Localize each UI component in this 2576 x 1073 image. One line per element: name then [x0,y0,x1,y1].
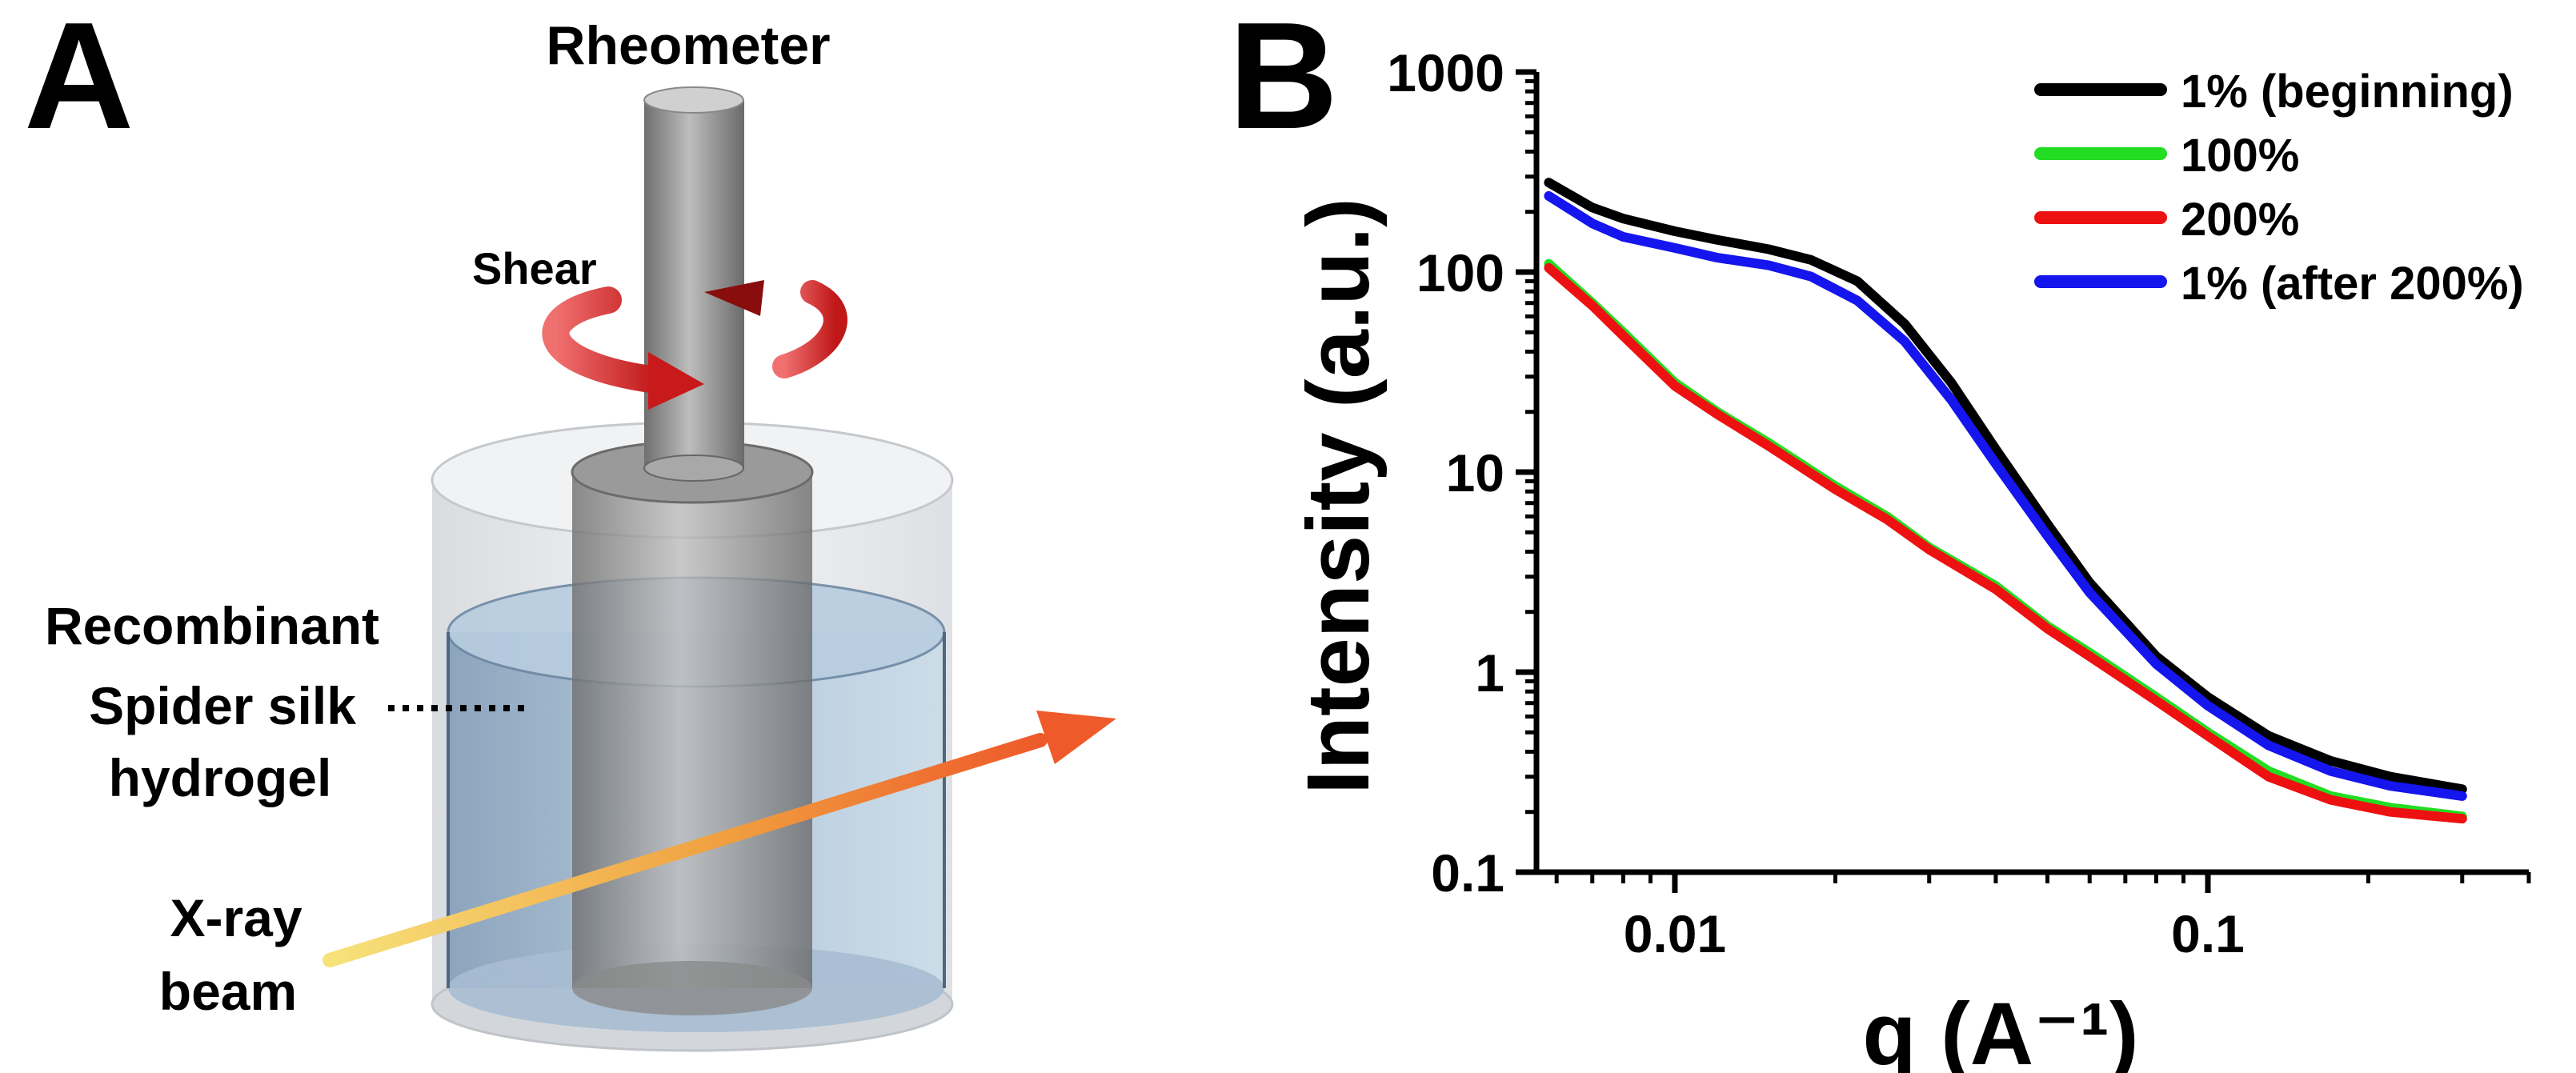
series-line-2 [1544,258,2467,822]
beam-label-line-2: beam [159,962,297,1021]
hydrogel-label-line-3: hydrogel [109,748,332,807]
legend-label-4: 1% (after 200%) [2181,258,2524,310]
legend-label-3: 200% [2181,194,2299,246]
rotor-bob [571,440,814,1015]
beam-label-line-1: X-ray [170,888,302,947]
y-tick-label: 10 [1446,443,1504,502]
legend-label-1: 1% (beginning) [2181,66,2514,118]
panel-b-letter: B [1228,0,1338,161]
xray-beam-arrow [323,711,1116,967]
x-tick-label: 0.1 [2171,904,2245,963]
y-tick-label: 1000 [1387,43,1504,102]
panel-a-letter: A [24,0,134,161]
series-line-4 [1544,190,2467,801]
panel-b: B 0.1 1 10 100 1000 0.01 0.1 q (A⁻¹) Intensity (… [1228,0,2531,1073]
hydrogel-label-line-2: Spider silk [89,676,356,735]
shear-rotation-arrow-icon [542,280,847,410]
x-axis-label: q (A⁻¹) [1862,985,2138,1073]
rheometer-shaft [643,86,744,482]
y-tick-label: 0.1 [1431,843,1504,903]
series-line-1 [1544,178,2467,795]
hydrogel-label-line-1: Recombinant [45,596,379,655]
saxs-chart: 0.1 1 10 100 1000 0.01 0.1 q (A⁻¹) Intensity (a.… [1289,43,2531,1073]
y-tick-label: 100 [1416,243,1504,302]
y-tick-label: 1 [1475,643,1504,703]
x-tick-label: 0.01 [1624,904,1726,963]
legend-label-2: 100% [2181,130,2299,182]
shear-label: Shear [472,243,597,294]
y-axis-label: Intensity (a.u.) [1289,198,1388,795]
series-line-3 [1544,262,2467,824]
panel-a: A Rheometer Shear [24,0,1116,1052]
rheometer-label: Rheometer [546,15,830,76]
hydrogel-label: Recombinant Spider silk hydrogel [45,596,528,807]
